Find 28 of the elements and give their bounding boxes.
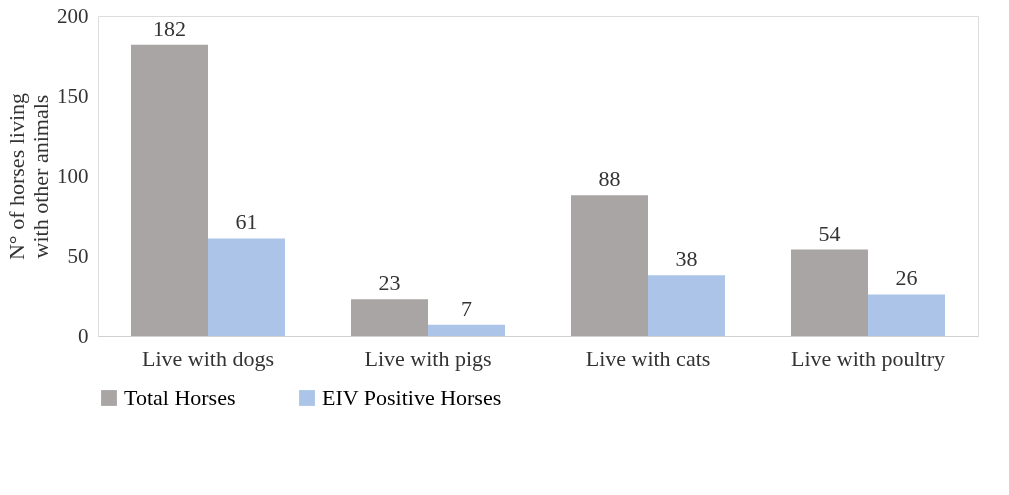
y-tick-label: 50: [67, 243, 89, 268]
y-tick-label: 0: [78, 323, 89, 348]
y-tick-label: 100: [57, 163, 89, 188]
bar: [428, 324, 505, 336]
data-label: 61: [235, 209, 258, 235]
x-tick-label: Live with cats: [585, 345, 711, 371]
bar: [571, 195, 648, 336]
bar: [791, 249, 868, 336]
data-label: 54: [818, 220, 841, 246]
data-label: 23: [378, 270, 401, 296]
bar: [351, 299, 428, 336]
bar: [208, 238, 285, 336]
y-tick-label: 150: [57, 83, 89, 108]
legend-label: EIV Positive Horses: [322, 385, 502, 410]
bar: [648, 275, 725, 336]
y-tick-label: 200: [57, 3, 89, 28]
data-label: 7: [461, 295, 472, 321]
data-label: 26: [895, 265, 918, 291]
x-tick-label: Live with dogs: [142, 345, 274, 371]
data-label: 38: [675, 246, 698, 272]
data-label: 88: [598, 166, 621, 192]
y-axis-title: N° of horses living with other animals: [4, 92, 53, 261]
bar: [868, 294, 945, 336]
bar: [131, 44, 208, 336]
data-label: 182: [153, 15, 186, 41]
legend-label: Total Horses: [124, 385, 236, 410]
x-tick-label: Live with pigs: [364, 345, 492, 371]
x-tick-label: Live with poultry: [791, 345, 945, 371]
